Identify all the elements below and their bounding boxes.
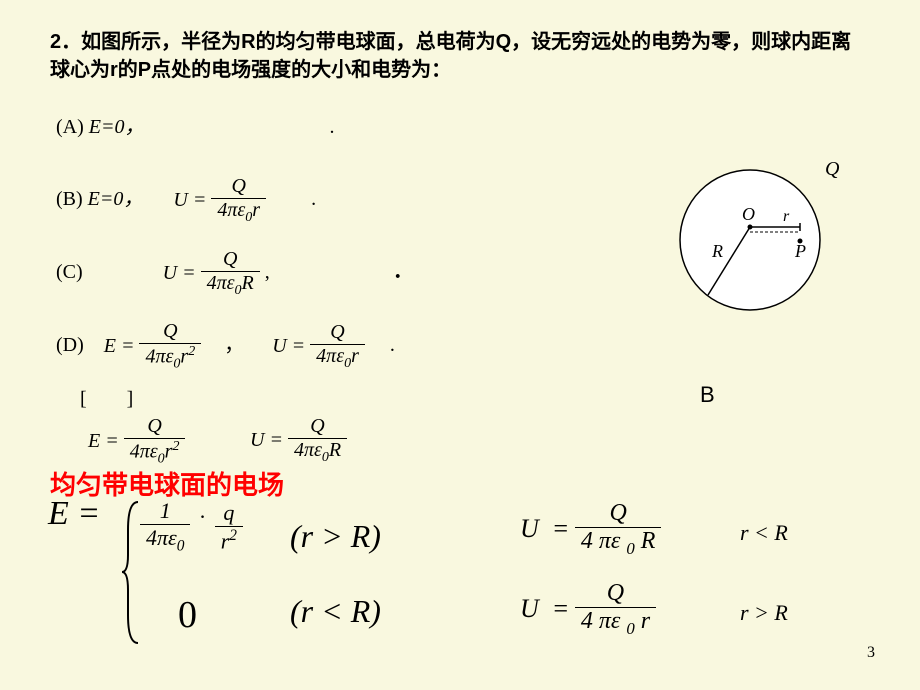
option-b-label: (B) (56, 188, 88, 210)
period: . (390, 334, 395, 356)
case2-condition: (r < R) (290, 593, 381, 630)
Q-label: Q (825, 158, 840, 180)
frac-d1: Q 4πε0r2 (139, 320, 201, 373)
P-label: P (794, 241, 806, 261)
option-d-label: (D) (56, 334, 84, 356)
den: 4πε0r (211, 199, 266, 226)
u-eq: U = (163, 262, 196, 285)
option-a-text: E=0， (89, 116, 145, 138)
extra-formula-1: E = Q 4πε0r2 (88, 415, 185, 468)
problem-statement: 2．如图所示，半径为R的均匀带电球面，总电荷为Q，设无穷远处的电势为零，则球内距… (50, 28, 870, 84)
option-d: (D) E = Q 4πε0r2 ， U = Q 4πε0r . (56, 320, 395, 373)
e-eq: E = (104, 335, 135, 358)
num: Q (201, 248, 260, 272)
extra-formula-2: U = Q 4πε0R (250, 415, 347, 466)
case1-formula: 1 4πε0 · q r2 (140, 498, 243, 555)
O-label: O (742, 204, 755, 224)
frac-b: Q 4πε0r (211, 175, 266, 226)
r-label: r (783, 208, 790, 225)
u-eq: U = (173, 189, 206, 212)
frac-d2: Q 4πε0r (310, 321, 365, 372)
num: Q (310, 321, 365, 345)
period: . (395, 258, 401, 284)
u-eq: U = (272, 335, 305, 358)
big-E-equation: E = (48, 495, 100, 533)
u-condition-1: r < R (740, 520, 788, 546)
comma: ， (224, 334, 244, 356)
sphere-diagram: Q O r P R (670, 155, 850, 325)
period: . (311, 188, 316, 210)
period: . (329, 116, 334, 138)
u-formula-1: U = Q 4 πε 0 R (520, 500, 661, 559)
option-c-label: (C) (56, 261, 83, 283)
option-b-text: E=0， (88, 188, 144, 210)
case1-condition: (r > R) (290, 518, 381, 555)
case2-value: 0 (178, 593, 197, 637)
num: Q (211, 175, 266, 199)
u-condition-2: r > R (740, 600, 788, 626)
option-a-label: (A) (56, 116, 89, 138)
den: 4πε0r (310, 345, 365, 372)
den: 4πε0r2 (139, 344, 201, 373)
frac-c: Q 4πε0R (201, 248, 260, 299)
option-a: (A) E=0， . (56, 110, 334, 139)
num: Q (139, 320, 201, 344)
answer-label: B (700, 382, 715, 408)
option-c: (C) U = Q 4πε0R , . (56, 248, 401, 299)
u-formula-2: U = Q 4 πε 0 r (520, 580, 656, 639)
R-label: R (711, 241, 723, 261)
den: 4πε0R (201, 272, 260, 299)
bracket: [ ] (80, 382, 133, 411)
option-b: (B) E=0， U = Q 4πε0r . (56, 175, 316, 226)
page-number: 3 (867, 644, 875, 662)
